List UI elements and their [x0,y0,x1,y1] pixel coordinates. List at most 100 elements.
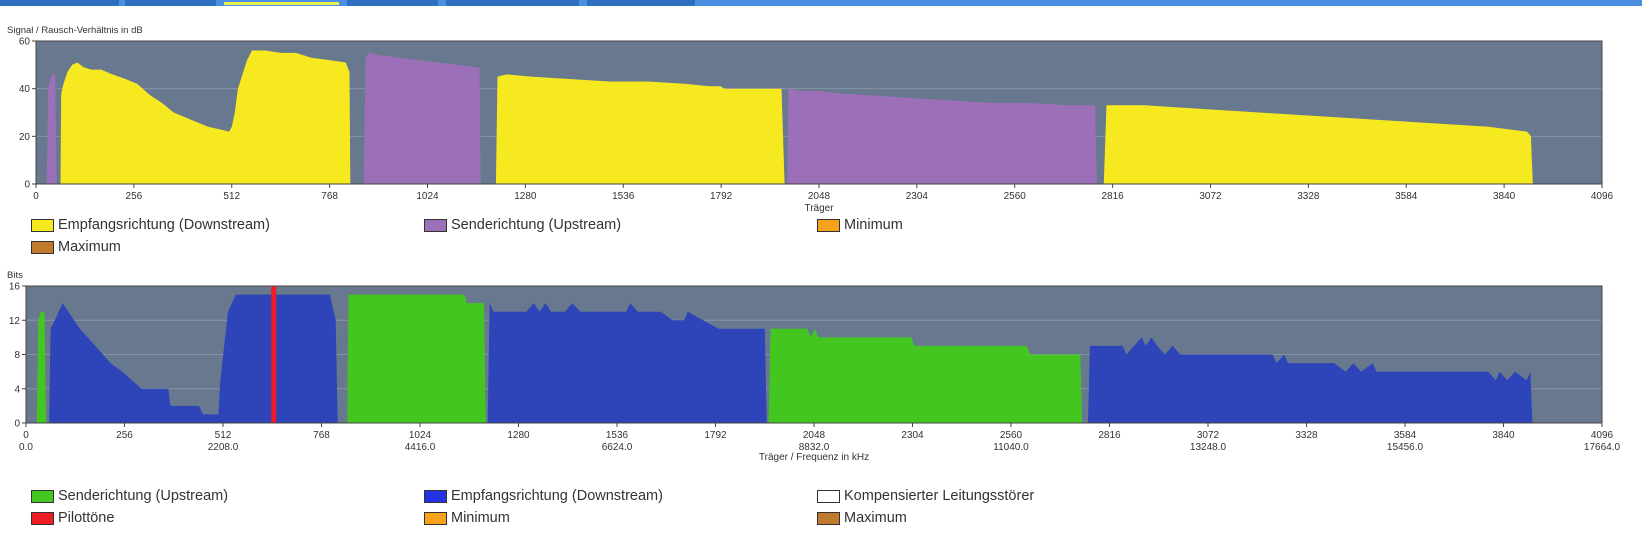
series-area [495,74,785,184]
x-tick-label: 256 [116,430,133,441]
legend-label: Maximum [844,510,907,526]
series-area [347,294,486,423]
legend-swatch [424,489,447,503]
y-tick-label: 12 [9,316,21,327]
x-tick-label: 2304 [906,191,929,202]
x-tick-label: 0 [23,430,29,441]
tab-4[interactable] [347,0,438,6]
freq-tick-label: 4416.0 [405,442,436,453]
x-tick-label: 768 [321,191,338,202]
tab-6[interactable] [587,0,695,6]
freq-tick-label: 13248.0 [1190,442,1227,453]
series-area [787,88,1097,184]
x-tick-label: 2048 [808,191,831,202]
x-tick-label: 3584 [1395,191,1418,202]
tab-5[interactable] [446,0,579,6]
x-tick-label: 2560 [1004,191,1027,202]
freq-tick-label: 2208.0 [208,442,239,453]
legend-label: Minimum [451,510,510,526]
x-tick-label: 1536 [606,430,629,441]
legend-item[interactable]: Minimum [424,509,510,527]
x-tick-label: 0 [33,191,39,202]
x-tick-label: 1024 [409,430,432,441]
x-tick-label: 3072 [1199,191,1222,202]
x-tick-label: 1536 [612,191,635,202]
legend-label: Senderichtung (Upstream) [451,217,622,233]
freq-tick-label: 8832.0 [799,442,830,453]
legend-label: Pilottöne [58,510,115,526]
legend-swatch [31,511,54,525]
legend-item[interactable]: Maximum [31,238,121,256]
legend-item[interactable]: Empfangsrichtung (Downstream) [31,216,270,234]
x-tick-label: 1280 [514,191,537,202]
y-tick-label: 16 [9,282,21,293]
legend-item[interactable]: Senderichtung (Upstream) [424,216,621,234]
pilot-tone-mark [271,286,277,423]
x-tick-label: 4096 [1591,430,1614,441]
series-area [363,52,481,185]
x-tick-label: 2304 [901,430,924,441]
x-tick-label: 768 [313,430,330,441]
x-tick-label: 1024 [416,191,439,202]
x-axis-title: Träger [804,203,834,214]
x-tick-label: 3072 [1197,430,1220,441]
legend-swatch [31,240,54,254]
x-tick-label: 2816 [1102,191,1125,202]
x-tick-label: 3328 [1297,191,1320,202]
legend-swatch [31,218,54,232]
x-tick-label: 512 [215,430,232,441]
legend-swatch [31,489,54,503]
legend-label: Maximum [58,239,121,255]
legend-item[interactable]: Minimum [817,216,903,234]
x-tick-label: 2816 [1098,430,1121,441]
x-tick-label: 3584 [1394,430,1417,441]
y-tick-label: 20 [19,132,31,143]
series-area [36,311,46,423]
freq-tick-label: 11040.0 [993,442,1029,453]
series-area [49,294,338,423]
series-area [60,50,351,184]
snr-chart: Signal / Rausch-Verhältnis in dB 0 20 40 60 0… [7,25,1614,214]
series-area [1088,337,1533,423]
active-tab-indicator [224,2,339,5]
x-tick-label: 2560 [1000,430,1023,441]
x-tick-label: 1280 [507,430,530,441]
tab-1[interactable] [0,0,119,6]
legend-item[interactable]: Pilottöne [31,509,114,527]
legend-swatch [817,511,840,525]
bits-chart: Bits 0 4 8 12 16 0 256 512 768 1024 1280 1536 1792 204… [7,270,1621,463]
x-tick-label: 3840 [1493,191,1516,202]
y-axis-title: Bits [7,270,23,281]
x-tick-label: 3840 [1492,430,1515,441]
x-axis-title: Träger / Frequenz in kHz [759,452,869,463]
legend-label: Empfangsrichtung (Downstream) [451,488,663,504]
legend-item[interactable]: Maximum [817,509,907,527]
series-area [46,74,57,184]
x-tick-label: 256 [126,191,143,202]
tab-3[interactable] [224,0,339,6]
legend-item[interactable]: Kompensierter Leitungsstörer [817,487,1034,505]
tab-2[interactable] [125,0,216,6]
y-tick-label: 60 [19,37,31,48]
series-area [768,328,1083,423]
series-area [487,303,767,423]
legend-label: Empfangsrichtung (Downstream) [58,217,270,233]
y-tick-label: 8 [14,350,20,361]
legend-item[interactable]: Empfangsrichtung (Downstream) [424,487,663,505]
legend-swatch [817,218,840,232]
legend-label: Minimum [844,217,903,233]
legend-swatch [817,489,840,503]
freq-tick-label: 0.0 [19,442,33,453]
x-tick-label: 512 [223,191,240,202]
y-tick-label: 4 [14,384,20,395]
y-tick-label: 0 [14,419,20,430]
y-tick-label: 40 [19,84,31,95]
legend-label: Kompensierter Leitungsstörer [844,488,1035,504]
freq-tick-label: 6624.0 [602,442,633,453]
legend-swatch [424,218,447,232]
legend-item[interactable]: Senderichtung (Upstream) [31,487,228,505]
legend-swatch [424,511,447,525]
tab-bar [0,0,1642,6]
x-tick-label: 1792 [704,430,727,441]
x-tick-label: 4096 [1591,191,1614,202]
